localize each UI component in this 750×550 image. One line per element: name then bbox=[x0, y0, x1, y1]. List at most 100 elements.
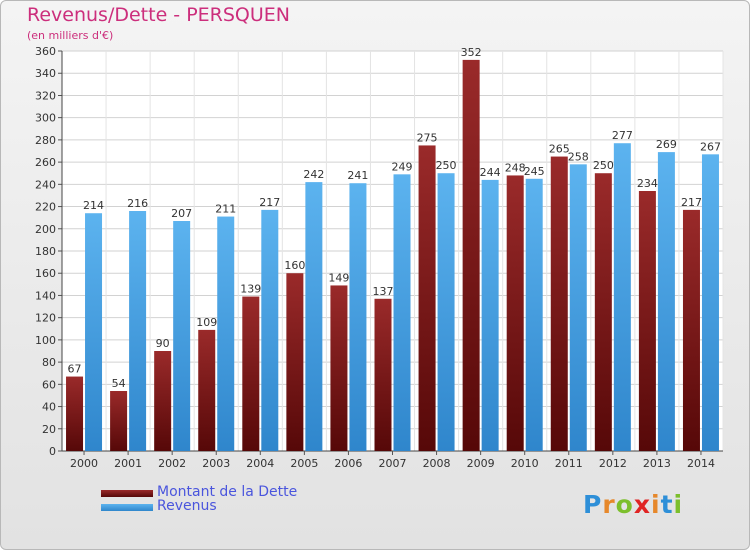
chart-title: Revenus/Dette - PERSQUEN bbox=[27, 4, 291, 26]
data-label-revenus: 211 bbox=[215, 203, 236, 216]
legend-label-revenus: Revenus bbox=[157, 498, 217, 514]
proxiti-letter: x bbox=[633, 490, 651, 519]
data-label-revenus: 214 bbox=[83, 199, 104, 212]
bar-debt bbox=[550, 156, 568, 452]
x-tick-label: 2007 bbox=[379, 457, 407, 470]
x-tick-label: 2002 bbox=[158, 457, 186, 470]
bar-revenus bbox=[261, 209, 279, 451]
proxiti-letter: r bbox=[602, 490, 616, 519]
bar-debt bbox=[66, 376, 84, 451]
legend-label-debt: Montant de la Dette bbox=[157, 484, 298, 500]
x-tick-label: 2009 bbox=[467, 457, 495, 470]
legend-swatch-revenus bbox=[101, 504, 153, 511]
bar-revenus bbox=[657, 152, 675, 451]
data-label-debt: 149 bbox=[328, 271, 349, 284]
y-tick-label: 60 bbox=[42, 378, 56, 391]
bar-revenus bbox=[437, 173, 455, 451]
data-label-revenus: 250 bbox=[436, 159, 457, 172]
x-tick-label: 2003 bbox=[202, 457, 230, 470]
data-label-revenus: 244 bbox=[480, 166, 501, 179]
y-tick-label: 280 bbox=[35, 134, 56, 147]
x-tick-label: 2014 bbox=[687, 457, 715, 470]
bar-debt bbox=[506, 175, 524, 451]
bar-debt bbox=[638, 191, 656, 451]
bar-debt bbox=[198, 329, 216, 451]
data-label-revenus: 269 bbox=[656, 138, 677, 151]
bar-debt bbox=[418, 145, 436, 451]
y-tick-label: 160 bbox=[35, 267, 56, 280]
legend-swatch-debt bbox=[101, 490, 153, 497]
x-tick-label: 2005 bbox=[290, 457, 318, 470]
bar-debt bbox=[286, 273, 304, 451]
grid-lines bbox=[61, 50, 724, 452]
data-label-debt: 160 bbox=[284, 259, 305, 272]
data-label-revenus: 241 bbox=[347, 169, 368, 182]
data-label-debt: 67 bbox=[68, 363, 82, 376]
y-tick-label: 360 bbox=[35, 45, 56, 58]
bar-revenus bbox=[129, 211, 147, 451]
bar-revenus bbox=[525, 178, 543, 451]
bar-revenus bbox=[701, 154, 719, 452]
data-label-revenus: 249 bbox=[392, 160, 413, 173]
proxiti-letter: t bbox=[660, 490, 674, 519]
data-labels: 67 214 54 216 90 207 109 211 139 217 160 242 149 241 1… bbox=[68, 46, 721, 390]
y-tick-label: 340 bbox=[35, 67, 56, 80]
data-label-revenus: 216 bbox=[127, 197, 148, 210]
bar-revenus bbox=[217, 216, 235, 451]
data-label-debt: 265 bbox=[549, 143, 570, 156]
bar-revenus bbox=[85, 213, 103, 451]
y-tick-label: 220 bbox=[35, 201, 56, 214]
bar-debt bbox=[682, 209, 700, 451]
x-tick-label: 2004 bbox=[246, 457, 274, 470]
x-tick-label: 2000 bbox=[70, 457, 98, 470]
proxiti-letter: i bbox=[673, 490, 684, 519]
y-tick-label: 240 bbox=[35, 178, 56, 191]
y-tick-label: 80 bbox=[42, 356, 56, 369]
x-tick-label: 2012 bbox=[599, 457, 627, 470]
x-tick-label: 2008 bbox=[423, 457, 451, 470]
data-label-debt: 352 bbox=[461, 46, 482, 59]
bar-revenus bbox=[173, 221, 191, 451]
bar-debt bbox=[330, 285, 348, 451]
bar-revenus bbox=[481, 179, 499, 451]
data-label-revenus: 207 bbox=[171, 207, 192, 220]
y-tick-label: 20 bbox=[42, 423, 56, 436]
bar-debt bbox=[242, 296, 260, 451]
chart-subtitle: (en milliers d'€) bbox=[27, 29, 114, 42]
data-label-revenus: 277 bbox=[612, 129, 633, 142]
x-tick-label: 2001 bbox=[114, 457, 142, 470]
data-label-debt: 217 bbox=[681, 196, 702, 209]
x-tick-label: 2013 bbox=[643, 457, 671, 470]
y-tick-label: 40 bbox=[42, 401, 56, 414]
x-tick-label: 2006 bbox=[334, 457, 362, 470]
y-tick-label: 120 bbox=[35, 312, 56, 325]
bar-revenus bbox=[305, 182, 323, 451]
bar-revenus bbox=[569, 164, 587, 452]
bar-revenus bbox=[613, 143, 631, 451]
data-label-debt: 90 bbox=[156, 337, 170, 350]
bar-debt bbox=[154, 351, 172, 451]
y-tick-label: 320 bbox=[35, 89, 56, 102]
bar-revenus bbox=[349, 183, 367, 451]
y-tick-label: 100 bbox=[35, 334, 56, 347]
bar-revenus bbox=[393, 174, 411, 452]
bars bbox=[66, 59, 719, 452]
bar-debt bbox=[374, 298, 392, 451]
proxiti-letter: P bbox=[583, 490, 603, 519]
x-tick-label: 2011 bbox=[555, 457, 583, 470]
data-label-revenus: 245 bbox=[524, 165, 545, 178]
data-label-revenus: 267 bbox=[700, 140, 721, 153]
proxiti-letter: i bbox=[651, 490, 661, 519]
axes: 0 20 40 60 80 100 120 140 160 180 200 220 240 260 280 3… bbox=[35, 45, 723, 470]
y-tick-label: 140 bbox=[35, 289, 56, 302]
data-label-revenus: 217 bbox=[259, 196, 280, 209]
bar-debt bbox=[462, 59, 480, 452]
data-label-revenus: 258 bbox=[568, 150, 589, 163]
y-tick-label: 260 bbox=[35, 156, 56, 169]
data-label-debt: 275 bbox=[417, 131, 438, 144]
x-tick-label: 2010 bbox=[511, 457, 539, 470]
data-label-debt: 137 bbox=[373, 285, 394, 298]
data-label-debt: 54 bbox=[112, 377, 126, 390]
